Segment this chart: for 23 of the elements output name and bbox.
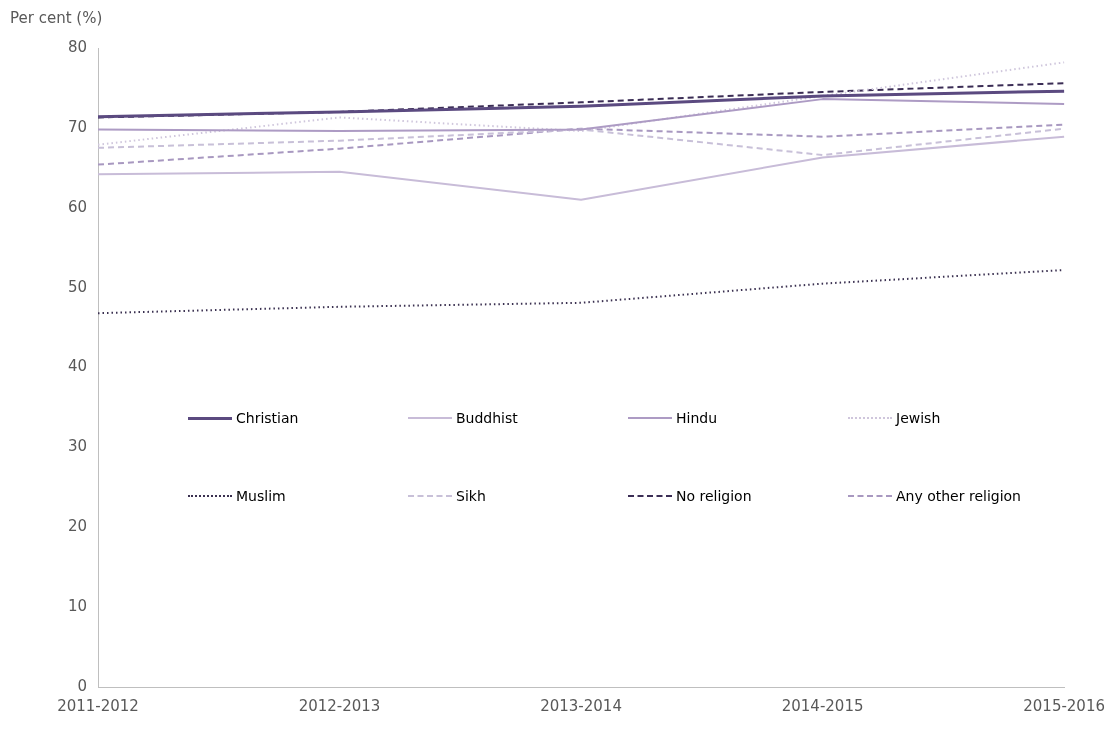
y-tick-label: 30 bbox=[67, 437, 87, 456]
y-tick-label: 50 bbox=[67, 277, 87, 296]
y-tick-label: 60 bbox=[67, 197, 87, 216]
x-tick-label: 2015-2016 bbox=[1023, 696, 1105, 715]
legend-label: Hindu bbox=[676, 410, 718, 426]
legend-label: Sikh bbox=[456, 488, 486, 504]
x-tick-label: 2014-2015 bbox=[781, 696, 864, 715]
legend-label: Any other religion bbox=[896, 488, 1021, 504]
legend-label: Muslim bbox=[236, 488, 286, 504]
y-tick-label: 10 bbox=[67, 597, 87, 616]
legend-label: No religion bbox=[676, 488, 752, 504]
x-tick-label: 2013-2014 bbox=[540, 696, 622, 715]
y-tick-label: 20 bbox=[67, 517, 87, 536]
legend-label: Jewish bbox=[896, 410, 941, 426]
y-tick-label: 70 bbox=[67, 117, 87, 136]
y-tick-label: 80 bbox=[67, 37, 87, 56]
legend-label: Buddhist bbox=[456, 410, 518, 426]
y-tick-label: 0 bbox=[77, 676, 87, 695]
x-tick-label: 2012-2013 bbox=[298, 696, 381, 715]
y-tick-label: 40 bbox=[67, 357, 87, 376]
x-tick-label: 2011-2012 bbox=[57, 696, 139, 715]
y-axis-title: Per cent (%) bbox=[10, 9, 103, 28]
legend-label: Christian bbox=[236, 410, 299, 426]
